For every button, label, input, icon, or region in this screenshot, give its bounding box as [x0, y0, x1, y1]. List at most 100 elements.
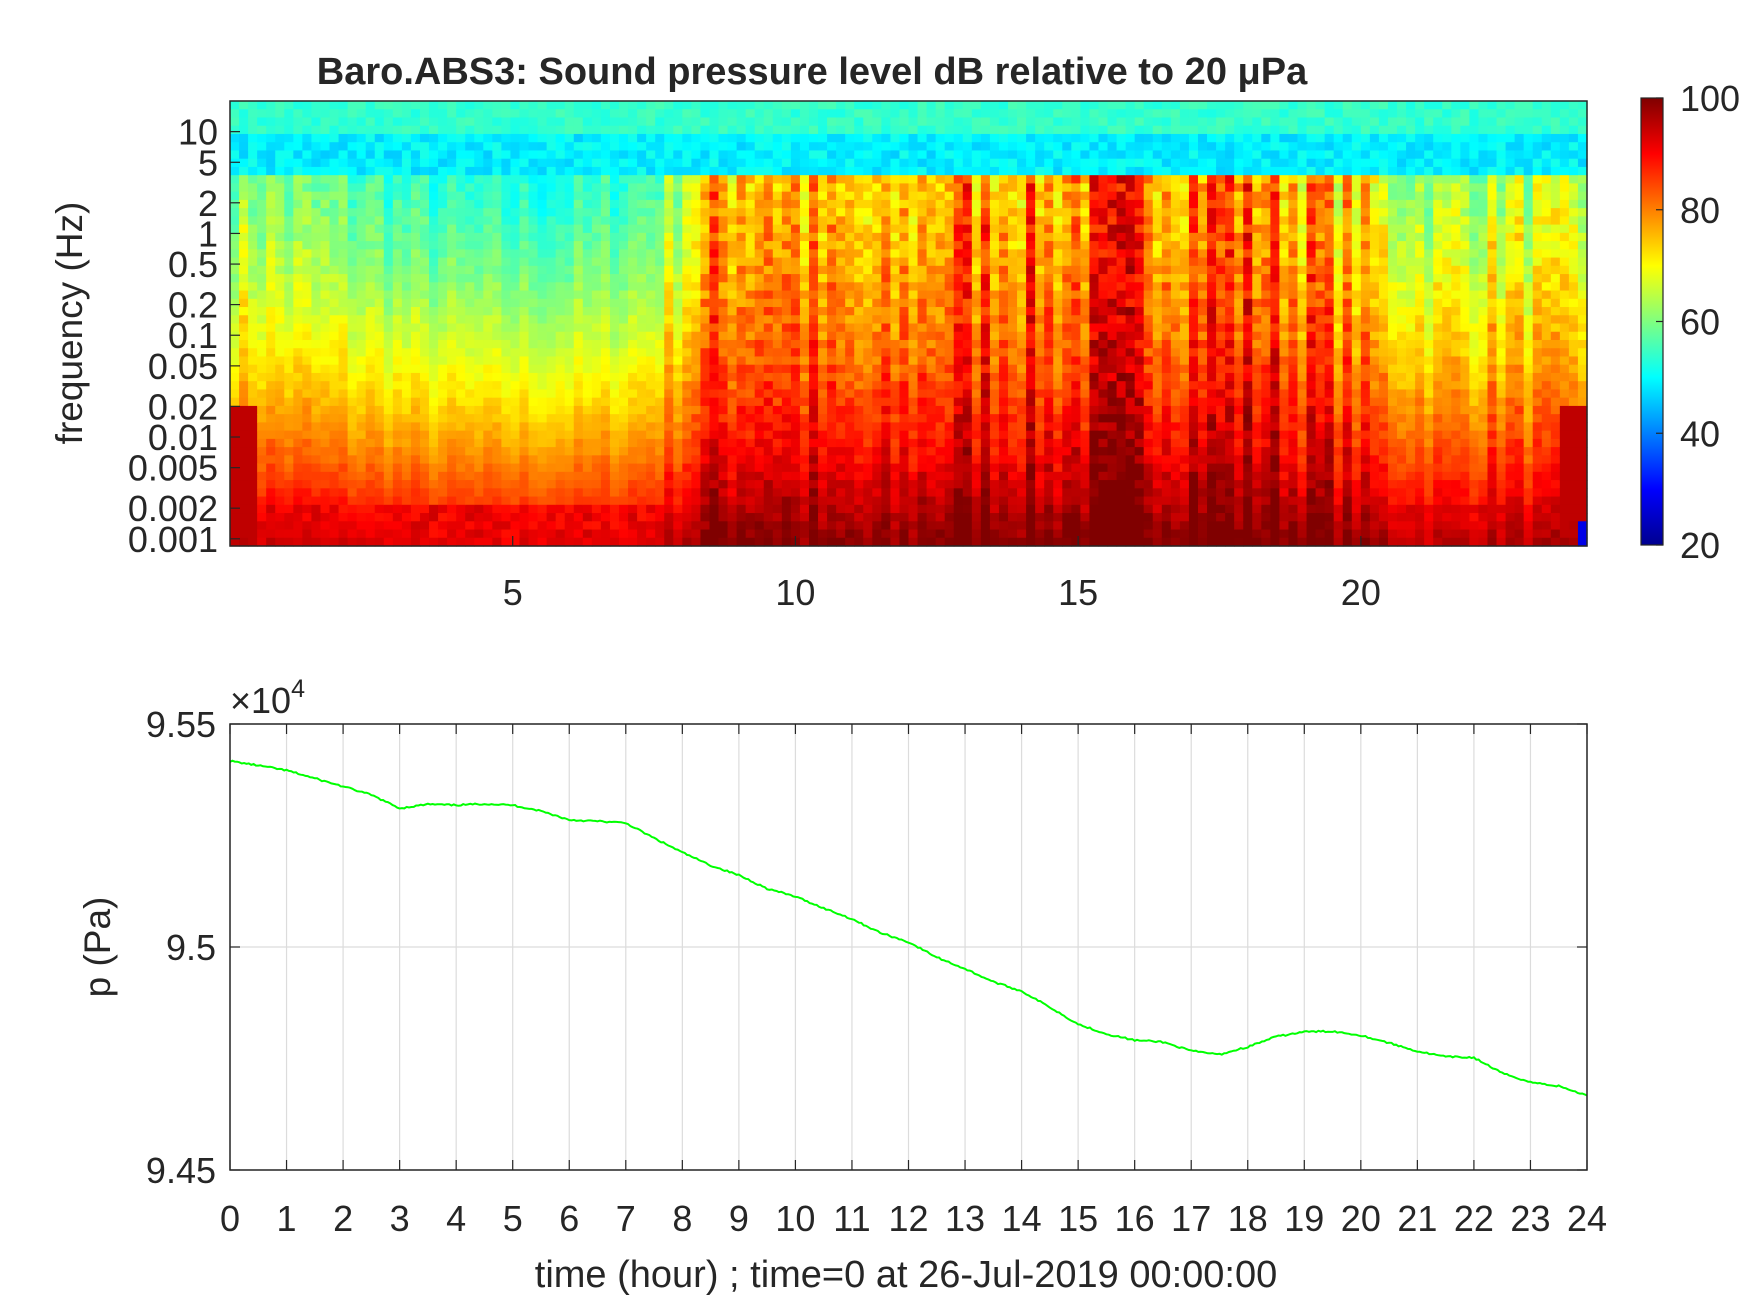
- heatmap-cell: [501, 101, 512, 110]
- heatmap-cell: [763, 232, 774, 242]
- heatmap-cell: [600, 232, 611, 242]
- heatmap-cell: [953, 529, 964, 539]
- heatmap-cell: [980, 224, 991, 234]
- heatmap-cell: [338, 307, 349, 316]
- heatmap-cell: [781, 480, 792, 489]
- heatmap-cell: [401, 537, 412, 547]
- heatmap-cell: [854, 298, 864, 308]
- heatmap-cell: [935, 282, 946, 292]
- heatmap-cell: [790, 447, 801, 456]
- heatmap-cell: [383, 282, 394, 292]
- heatmap-cell: [410, 438, 421, 448]
- heatmap-cell: [619, 348, 629, 358]
- heatmap-cell: [637, 537, 647, 547]
- heatmap-cell: [881, 117, 892, 127]
- heatmap-cell: [257, 257, 267, 267]
- heatmap-cell: [609, 298, 620, 308]
- heatmap-cell: [935, 216, 946, 226]
- heatmap-cell: [637, 282, 647, 292]
- heatmap-cell: [673, 513, 683, 522]
- heatmap-cell: [953, 364, 964, 374]
- heatmap-cell: [836, 348, 846, 358]
- heatmap-cell: [980, 282, 991, 292]
- heatmap-cell: [808, 166, 819, 176]
- heatmap-cell: [501, 529, 512, 539]
- heatmap-cell: [564, 241, 575, 250]
- heatmap-cell: [266, 216, 276, 226]
- heatmap-cell: [573, 282, 584, 292]
- heatmap-cell: [953, 307, 964, 316]
- heatmap-cell: [1026, 315, 1036, 325]
- heatmap-cell: [419, 175, 430, 185]
- heatmap-cell: [320, 521, 331, 531]
- heatmap-cell: [600, 150, 611, 160]
- heatmap-cell: [682, 356, 692, 366]
- heatmap-cell: [772, 274, 783, 283]
- heatmap-cell: [908, 364, 919, 374]
- heatmap-cell: [401, 224, 412, 234]
- heatmap-cell: [998, 133, 1009, 143]
- heatmap-cell: [881, 232, 892, 242]
- heatmap-cell: [781, 339, 792, 349]
- heatmap-cell: [673, 216, 683, 226]
- heatmap-cell: [456, 488, 466, 498]
- heatmap-cell: [519, 191, 530, 201]
- heatmap-cell: [971, 463, 982, 473]
- heatmap-cell: [302, 265, 313, 275]
- heatmap-cell: [519, 364, 530, 374]
- heatmap-cell: [528, 224, 539, 234]
- heatmap-cell: [555, 323, 566, 333]
- heatmap-cell: [302, 364, 313, 374]
- heatmap-cell: [474, 529, 484, 539]
- heatmap-cell: [591, 356, 602, 366]
- heatmap-cell: [863, 191, 873, 201]
- heatmap-cell: [1044, 447, 1054, 456]
- heatmap-cell: [582, 397, 593, 407]
- heatmap-cell: [356, 513, 367, 522]
- heatmap-cell: [600, 397, 611, 407]
- heatmap-cell: [383, 109, 394, 119]
- heatmap-cell: [1044, 208, 1054, 217]
- heatmap-cell: [781, 257, 792, 267]
- heatmap-cell: [410, 414, 421, 423]
- heatmap-cell: [591, 265, 602, 275]
- heatmap-cell: [320, 348, 331, 358]
- heatmap-cell: [1008, 537, 1018, 547]
- heatmap-cell: [465, 389, 475, 399]
- heatmap-cell: [863, 323, 873, 333]
- heatmap-cell: [790, 166, 801, 176]
- heatmap-cell: [646, 232, 656, 242]
- heatmap-cell: [257, 381, 267, 391]
- heatmap-cell: [917, 199, 928, 209]
- heatmap-cell: [763, 315, 774, 325]
- heatmap-cell: [818, 331, 828, 341]
- heatmap-cell: [763, 480, 774, 489]
- heatmap-cell: [230, 307, 240, 316]
- heatmap-cell: [926, 241, 937, 250]
- heatmap-cell: [392, 175, 403, 185]
- heatmap-cell: [700, 381, 711, 391]
- heatmap-cell: [1026, 307, 1036, 316]
- heatmap-cell: [419, 463, 430, 473]
- heatmap-cell: [374, 372, 385, 382]
- heatmap-cell: [646, 142, 656, 152]
- heatmap-cell: [510, 471, 521, 481]
- heatmap-cell: [555, 133, 566, 143]
- heatmap-cell: [1008, 356, 1018, 366]
- heatmap-cell: [320, 241, 331, 250]
- heatmap-cell: [519, 323, 530, 333]
- heatmap-cell: [944, 232, 955, 242]
- heatmap-cell: [311, 232, 322, 242]
- heatmap-cell: [438, 175, 448, 185]
- heatmap-cell: [329, 521, 340, 531]
- heatmap-cell: [953, 537, 964, 547]
- heatmap-cell: [790, 397, 801, 407]
- heatmap-cell: [429, 199, 439, 209]
- heatmap-cell: [845, 488, 855, 498]
- heatmap-cell: [944, 323, 955, 333]
- heatmap-cell: [736, 175, 747, 185]
- heatmap-cell: [953, 315, 964, 325]
- heatmap-cell: [383, 331, 394, 341]
- heatmap-cell: [980, 430, 991, 440]
- heatmap-cell: [908, 183, 919, 193]
